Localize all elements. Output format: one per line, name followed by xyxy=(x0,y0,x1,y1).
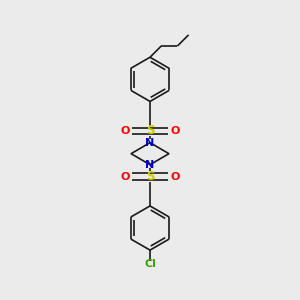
Text: N: N xyxy=(146,160,154,170)
Text: O: O xyxy=(121,172,130,182)
Text: O: O xyxy=(121,126,130,136)
Text: Cl: Cl xyxy=(144,259,156,269)
Text: S: S xyxy=(146,124,154,137)
Text: O: O xyxy=(170,126,179,136)
Text: S: S xyxy=(146,170,154,183)
Text: O: O xyxy=(170,172,179,182)
Text: N: N xyxy=(146,138,154,148)
